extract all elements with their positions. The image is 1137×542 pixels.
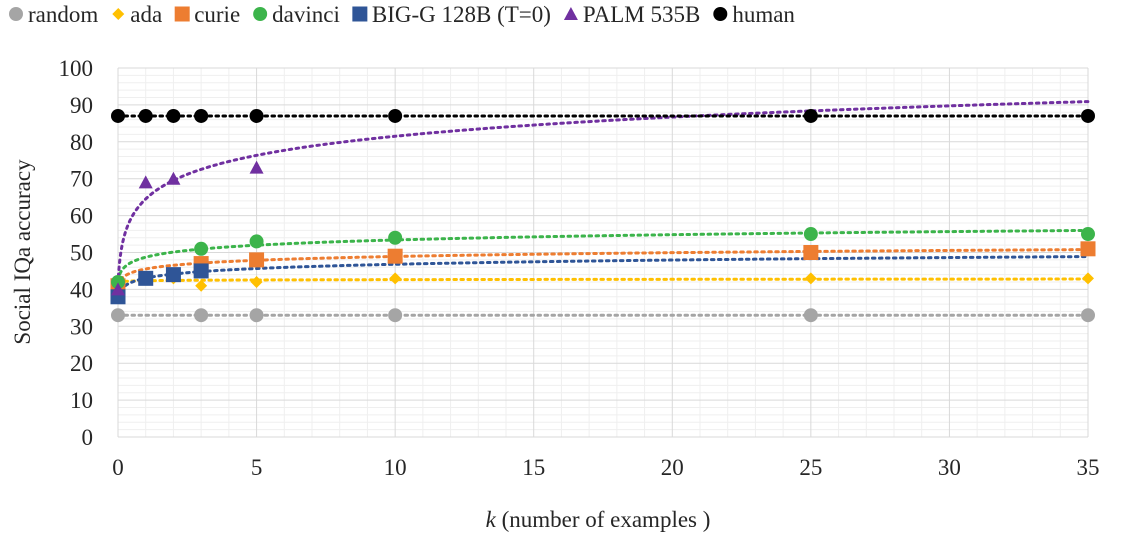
legend-item-ada: ada bbox=[112, 2, 162, 27]
data-point-human bbox=[194, 108, 209, 123]
y-axis-label: Social IQa accuracy bbox=[10, 159, 35, 345]
tick-labels: 0 10 20 30 40 50 60 70 80 90 100 0 5 10 15 20 25 30 35 bbox=[59, 56, 1100, 480]
data-point-random bbox=[111, 308, 125, 323]
y-tick-label: 100 bbox=[59, 56, 94, 81]
legend-item-palm-535b: PALM 535B bbox=[563, 2, 700, 27]
trendline-davinci bbox=[116, 228, 1090, 282]
data-point-curie bbox=[803, 245, 819, 260]
data-point-davinci bbox=[803, 227, 818, 242]
x-axis-label-text: (number of examples ) bbox=[496, 507, 711, 532]
x-tick-label: 25 bbox=[799, 455, 822, 480]
legend-marker-big-g-128b-t-0 bbox=[352, 6, 368, 22]
y-tick-label: 80 bbox=[70, 130, 93, 155]
data-point-human bbox=[138, 108, 153, 123]
data-point-big-g-128b-t-0 bbox=[193, 263, 209, 279]
x-tick-label: 30 bbox=[938, 455, 961, 480]
data-markers bbox=[110, 108, 1096, 323]
x-tick-label: 5 bbox=[251, 455, 263, 480]
data-point-ada bbox=[195, 279, 208, 292]
legend-label-palm-535b: PALM 535B bbox=[583, 2, 700, 27]
x-tick-label: 10 bbox=[384, 455, 407, 480]
legend-marker-palm-535b bbox=[563, 7, 578, 20]
y-tick-label: 60 bbox=[70, 204, 93, 229]
data-point-davinci bbox=[1081, 227, 1095, 242]
data-point-curie bbox=[387, 248, 403, 264]
y-tick-label: 20 bbox=[70, 351, 93, 376]
data-point-palm-535b bbox=[138, 175, 153, 189]
y-tick-label: 40 bbox=[70, 277, 93, 302]
data-point-random bbox=[1081, 308, 1095, 323]
data-point-davinci bbox=[111, 275, 125, 290]
data-point-davinci bbox=[388, 230, 403, 245]
legend: random ada curie davinci BIG-G 128B (T=0) PAL… bbox=[9, 2, 795, 27]
x-tick-label: 35 bbox=[1077, 455, 1100, 480]
data-point-human bbox=[249, 108, 264, 123]
data-point-palm-535b bbox=[111, 282, 125, 296]
x-tick-label: 20 bbox=[661, 455, 684, 480]
data-point-human bbox=[388, 108, 403, 123]
data-point-human bbox=[111, 108, 125, 123]
legend-label-random: random bbox=[28, 2, 98, 27]
data-point-palm-535b bbox=[166, 171, 181, 185]
legend-item-random: random bbox=[9, 2, 98, 27]
data-point-human bbox=[166, 108, 181, 123]
trendline-curie bbox=[116, 248, 1090, 288]
legend-marker-curie bbox=[174, 6, 190, 22]
legend-item-davinci: davinci bbox=[253, 2, 340, 27]
y-tick-label: 10 bbox=[70, 388, 93, 413]
legend-marker-davinci bbox=[253, 7, 268, 21]
data-point-human bbox=[803, 108, 818, 123]
data-point-human bbox=[1081, 108, 1095, 123]
data-point-curie bbox=[249, 252, 265, 268]
x-axis-label-variable: k bbox=[486, 507, 497, 532]
data-point-big-g-128b-t-0 bbox=[138, 270, 154, 286]
legend-item-big-g-128b-t-0: BIG-G 128B (T=0) bbox=[352, 2, 551, 27]
x-axis-label: k (number of examples ) bbox=[486, 507, 711, 532]
data-point-curie bbox=[1080, 241, 1096, 257]
data-point-big-g-128b-t-0 bbox=[165, 267, 181, 283]
y-tick-label: 0 bbox=[82, 425, 94, 450]
legend-marker-random bbox=[9, 7, 23, 21]
data-point-random bbox=[803, 308, 818, 323]
data-point-random bbox=[249, 308, 264, 323]
legend-marker-human bbox=[713, 7, 728, 21]
x-tick-label: 0 bbox=[112, 455, 124, 480]
data-point-ada bbox=[1082, 272, 1094, 285]
legend-label-ada: ada bbox=[130, 2, 162, 27]
data-point-ada bbox=[250, 276, 263, 289]
y-tick-label: 90 bbox=[70, 93, 93, 118]
data-point-ada bbox=[389, 272, 402, 285]
data-point-davinci bbox=[249, 234, 264, 249]
data-point-random bbox=[194, 308, 209, 323]
y-tick-label: 70 bbox=[70, 167, 93, 192]
legend-label-davinci: davinci bbox=[272, 2, 340, 27]
data-point-palm-535b bbox=[249, 160, 264, 174]
x-tick-label: 15 bbox=[522, 455, 545, 480]
legend-label-curie: curie bbox=[194, 2, 240, 27]
legend-item-human: human bbox=[713, 2, 795, 27]
data-point-ada bbox=[804, 272, 817, 285]
y-tick-label: 50 bbox=[70, 241, 93, 266]
data-point-random bbox=[388, 308, 403, 323]
trendline-palm-535b bbox=[116, 100, 1090, 285]
legend-label-human: human bbox=[732, 2, 795, 27]
legend-item-curie: curie bbox=[174, 2, 240, 27]
legend-marker-ada bbox=[112, 8, 125, 20]
data-point-davinci bbox=[194, 241, 209, 256]
legend-label-big-g-128b-t-0: BIG-G 128B (T=0) bbox=[372, 2, 551, 27]
y-tick-label: 30 bbox=[70, 314, 93, 339]
